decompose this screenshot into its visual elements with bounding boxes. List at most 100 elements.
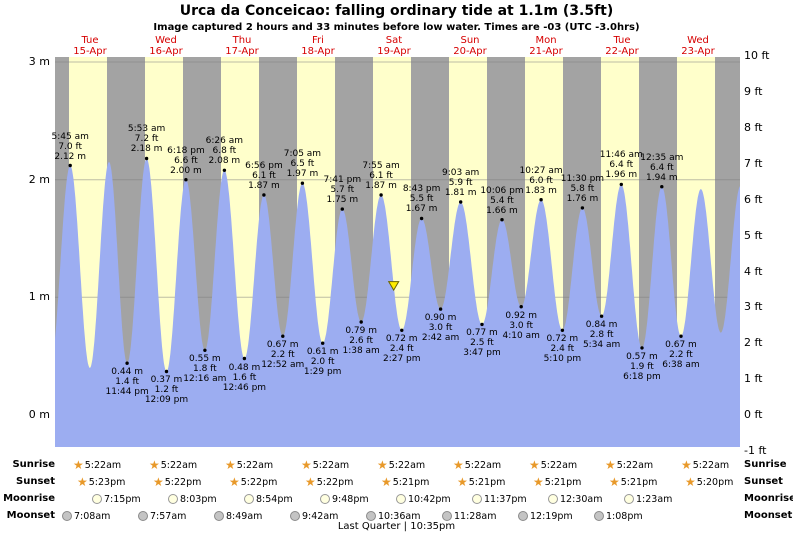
moonset-moon-icon (442, 511, 452, 521)
moonrise-moon-icon (472, 494, 482, 504)
tide-low-label: 0.67 m 2.2 ft 12:52 am (258, 340, 308, 370)
sunset-entry: ★ 5:20pm (685, 475, 733, 489)
moonset-entry: 7:57am (138, 509, 186, 523)
tide-label-line: 2.4 ft (389, 344, 414, 355)
y-axis-label-ft: -1 ft (744, 443, 767, 457)
tide-label-line: 12:46 pm (222, 382, 267, 393)
sunrise-star-icon: ★ (605, 458, 616, 472)
tide-label-line: 2.6 ft (349, 336, 374, 347)
tide-label-line: 2:42 am (421, 333, 460, 344)
tide-point (68, 163, 72, 168)
tide-label-line: 12:16 am (183, 374, 227, 385)
tide-label-line: 0.48 m (228, 362, 261, 373)
tide-label-line: 8:43 pm (402, 184, 441, 195)
sunrise-time: 5:22am (692, 459, 730, 471)
sunrise-star-icon: ★ (225, 458, 236, 472)
tide-label-line: 0.57 m (626, 351, 658, 362)
tide-label-line: 2.8 ft (589, 330, 614, 341)
sunrise-time: 5:22am (388, 459, 426, 471)
day-label-date: 19-Apr (377, 46, 411, 57)
tide-low-label: 0.90 m 3.0 ft 2:42 am (416, 313, 466, 343)
tide-label-line: 4:10 am (502, 330, 540, 341)
tide-point (500, 218, 504, 222)
tide-label-line: 0.44 m (111, 367, 143, 378)
tide-high-label: 5:53 am 7.2 ft 2.18 m (122, 124, 172, 154)
tide-point (203, 348, 207, 352)
tide-label-line: 1.96 m (605, 170, 638, 181)
sunset-time: 5:21pm (544, 476, 582, 488)
tide-point (619, 182, 623, 187)
sunrise-time: 5:22am (540, 459, 578, 471)
y-axis-label-ft: 9 ft (744, 85, 763, 99)
moonrise-entry: 10:42pm (396, 492, 451, 506)
day-label-dow: Sun (460, 35, 480, 46)
tide-high-label: 6:18 pm 6.6 ft 2.00 m (161, 146, 211, 176)
tide-low-label: 0.79 m 2.6 ft 1:38 am (336, 326, 386, 356)
moonset-entry: 11:28am (442, 509, 496, 523)
moonset-time: 9:42am (302, 510, 339, 522)
sunset-entry: ★ 5:22pm (153, 475, 201, 489)
sunset-entry: ★ 5:21pm (533, 475, 581, 489)
sunrise-entry: ★ 5:22am (529, 458, 577, 472)
moonrise-time: 1:23am (636, 493, 673, 505)
sunrise-star-icon: ★ (73, 458, 84, 472)
moonset-time: 8:49am (226, 510, 263, 522)
tide-low-label: 0.84 m 2.8 ft 5:34 am (577, 320, 627, 350)
tide-label-line: 1.8 ft (192, 364, 217, 375)
tide-point (640, 346, 644, 350)
sunrise-entry: ★ 5:22am (225, 458, 273, 472)
moonset-entry: 8:49am (214, 509, 262, 523)
tide-label-line: 1.97 m (286, 169, 319, 180)
moonrise-entry: 1:23am (624, 492, 672, 506)
tide-point (599, 314, 604, 318)
moonrise-moon-icon (548, 494, 558, 504)
tide-label-line: 0.77 m (466, 328, 498, 339)
sunrise-time: 5:22am (464, 459, 502, 471)
moonrise-time: 10:42pm (408, 493, 451, 505)
tide-label-line: 1:38 am (342, 346, 380, 357)
sunrise-entry: ★ 5:22am (681, 458, 729, 472)
tide-point (300, 181, 305, 185)
y-axis-label-ft: 0 ft (744, 408, 763, 421)
day-label: Thu 17-Apr (212, 35, 272, 57)
tide-high-label: 5:45 am 7.0 ft 2.12 m (45, 132, 95, 162)
sunrise-entry: ★ 5:22am (605, 458, 653, 472)
tide-label-line: 6.5 ft (290, 159, 315, 170)
almanac-row-label: Sunset (744, 476, 783, 487)
moonrise-entry: 8:03pm (168, 492, 217, 506)
tide-label-line: 11:44 pm (105, 387, 149, 398)
tide-label-line: 3:47 pm (463, 348, 501, 359)
day-label-dow: Fri (312, 35, 324, 46)
moonrise-time: 8:54pm (256, 493, 293, 505)
sunset-time: 5:21pm (468, 476, 506, 488)
tide-label-line: 7:05 am (283, 149, 322, 160)
tide-high-label: 9:03 am 5.9 ft 1.81 m (436, 168, 486, 198)
tide-label-line: 5.7 ft (330, 185, 355, 196)
sunset-star-icon: ★ (609, 475, 620, 489)
tide-label-line: 6.1 ft (369, 170, 393, 181)
tide-point (222, 168, 227, 172)
y-axis-label-m: 1 m (28, 290, 50, 304)
tide-point (144, 156, 149, 161)
tide-label-line: 7.2 ft (134, 134, 159, 145)
sunrise-star-icon: ★ (529, 458, 540, 472)
y-axis-label-ft: 5 ft (744, 228, 763, 242)
sunrise-entry: ★ 5:22am (149, 458, 197, 472)
moonset-entry: 1:08pm (594, 509, 643, 523)
day-label: Tue 22-Apr (592, 35, 652, 57)
moonrise-time: 9:48pm (332, 493, 369, 505)
tide-point (164, 369, 169, 374)
y-axis-label-ft: 6 ft (744, 192, 763, 206)
tide-point (519, 305, 523, 309)
tide-point (480, 322, 484, 327)
moonset-time: 11:28am (454, 510, 497, 522)
tide-label-line: 0.55 m (189, 354, 221, 365)
sunset-time: 5:23pm (88, 476, 126, 488)
tide-label-line: 2.0 ft (310, 357, 335, 368)
tide-point (321, 341, 325, 345)
moonset-moon-icon (138, 511, 148, 521)
tide-label-line: 1.67 m (405, 204, 438, 215)
almanac-row-label: Sunset (16, 476, 55, 487)
